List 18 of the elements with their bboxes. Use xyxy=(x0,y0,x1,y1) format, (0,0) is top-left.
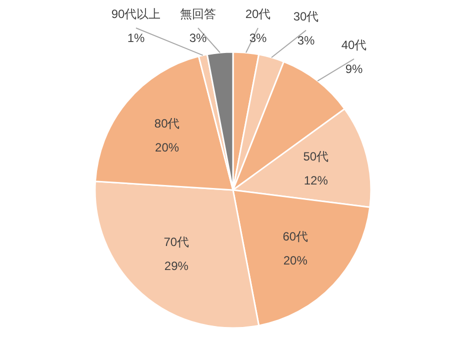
data-label: 1% xyxy=(127,31,145,45)
slice-label: 20代 xyxy=(245,7,271,21)
slice-label: 30代 xyxy=(293,9,319,24)
slice-label: 50代 xyxy=(303,150,329,164)
data-label: 3% xyxy=(189,31,207,45)
data-label: 20% xyxy=(283,254,308,268)
slice-label: 40代 xyxy=(341,38,367,52)
data-label: 3% xyxy=(297,33,315,48)
data-label: 9% xyxy=(345,62,363,76)
data-label: 3% xyxy=(249,31,267,45)
slice-label: 60代 xyxy=(282,230,308,244)
slice-label: 80代 xyxy=(154,116,180,130)
data-label: 29% xyxy=(164,259,189,274)
data-label: 12% xyxy=(304,174,328,188)
data-label: 20% xyxy=(155,140,180,154)
slice-label: 無回答 xyxy=(180,7,216,21)
slice-label: 90代以上 xyxy=(111,7,161,21)
slice-label: 70代 xyxy=(164,235,190,250)
